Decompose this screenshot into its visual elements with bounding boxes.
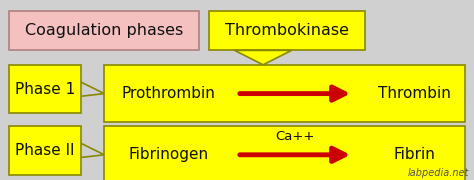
Polygon shape [235, 50, 292, 65]
Text: labpedia.net: labpedia.net [408, 168, 469, 178]
Text: Thrombin: Thrombin [378, 86, 451, 101]
Text: Thrombokinase: Thrombokinase [225, 23, 349, 38]
FancyBboxPatch shape [9, 11, 199, 50]
FancyBboxPatch shape [9, 65, 81, 113]
Text: Phase Il: Phase Il [15, 143, 75, 158]
Text: Fibrinogen: Fibrinogen [128, 147, 209, 162]
Text: Fibrin: Fibrin [394, 147, 436, 162]
Text: Prothrombin: Prothrombin [121, 86, 215, 101]
Text: Phase 1: Phase 1 [15, 82, 75, 97]
FancyBboxPatch shape [209, 11, 365, 50]
FancyBboxPatch shape [104, 65, 465, 122]
FancyBboxPatch shape [104, 126, 465, 180]
FancyBboxPatch shape [9, 126, 81, 175]
Text: Coagulation phases: Coagulation phases [25, 23, 183, 38]
Text: Ca++: Ca++ [275, 130, 315, 143]
